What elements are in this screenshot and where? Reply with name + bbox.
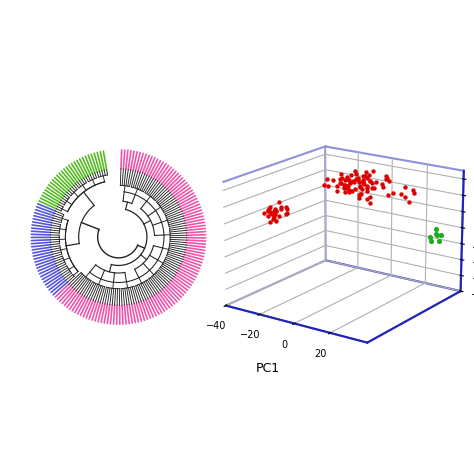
X-axis label: PC1: PC1 <box>255 362 280 375</box>
